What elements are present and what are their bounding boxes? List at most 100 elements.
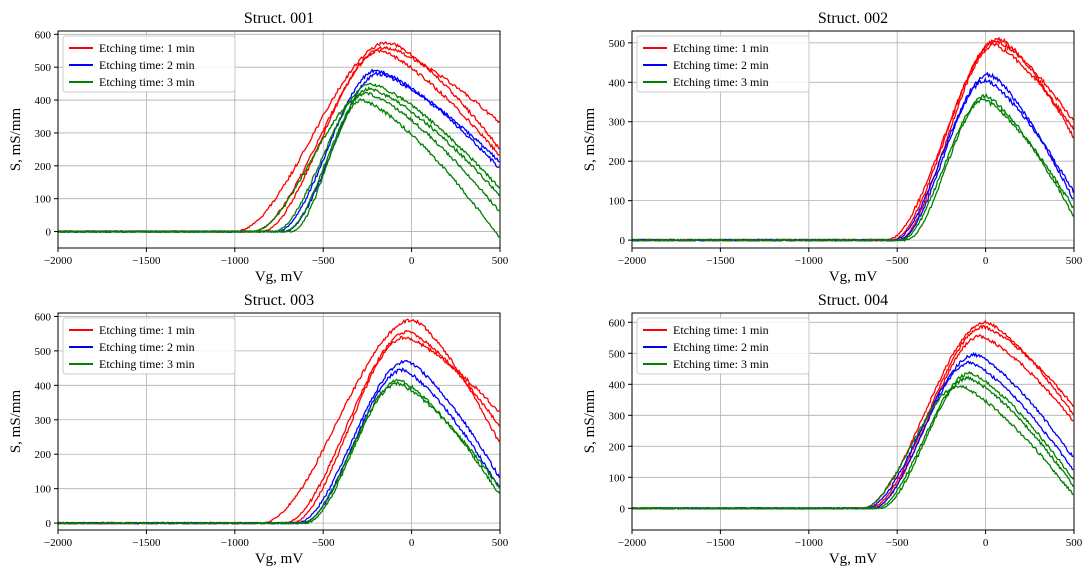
y-tick-label: 200 bbox=[609, 156, 626, 168]
x-tick-label: 0 bbox=[983, 537, 989, 549]
series-line-2-1 bbox=[632, 71, 1074, 242]
x-tick-label: −2000 bbox=[44, 255, 73, 267]
legend-label-3: Etching time: 3 min bbox=[673, 75, 769, 89]
plot-frame bbox=[631, 30, 1075, 249]
legend-box bbox=[62, 35, 236, 93]
x-tick-label: 500 bbox=[492, 537, 509, 549]
x-tick-label: −1000 bbox=[221, 255, 250, 267]
y-tick-label: 600 bbox=[35, 311, 52, 323]
y-tick-label: 500 bbox=[609, 348, 626, 360]
y-tick-label: 200 bbox=[35, 449, 52, 461]
legend-label-1: Etching time: 1 min bbox=[673, 323, 769, 337]
x-axis-label: Vg, mV bbox=[829, 551, 878, 567]
y-tick-label: 0 bbox=[620, 503, 626, 515]
series-line-3-2 bbox=[632, 98, 1074, 242]
y-tick-label: 0 bbox=[46, 518, 52, 530]
series-line-3-1 bbox=[632, 93, 1074, 242]
series-line-2-2 bbox=[632, 360, 1074, 510]
x-tick-label: −1500 bbox=[132, 537, 161, 549]
chart-panel-2: −2000 −1500 −1000 −500 0 500 0 100 200 300 400 500 S… bbox=[582, 10, 1083, 285]
legend: Etching time: 1 min Etching time: 2 min Et… bbox=[636, 35, 810, 93]
legend: Etching time: 1 min Etching time: 2 min Et… bbox=[62, 35, 236, 93]
curves-group bbox=[58, 318, 500, 525]
y-axis-label: S, mS/mm bbox=[582, 389, 598, 453]
y-tick-label: 600 bbox=[609, 317, 626, 329]
curves-group bbox=[58, 40, 500, 238]
legend-label-2: Etching time: 2 min bbox=[99, 340, 195, 354]
chart-panel-3: −2000 −1500 −1000 −500 0 500 0 100 200 300 400 500 6… bbox=[8, 292, 509, 567]
x-tick-label: 500 bbox=[492, 255, 509, 267]
x-tick-label: −500 bbox=[886, 537, 909, 549]
x-tick-label: 500 bbox=[1066, 255, 1083, 267]
x-tick-label: 0 bbox=[409, 255, 415, 267]
series-line-2-1 bbox=[632, 351, 1074, 510]
legend-label-1: Etching time: 1 min bbox=[99, 41, 195, 55]
x-axis-label: Vg, mV bbox=[829, 269, 878, 285]
y-tick-label: 400 bbox=[35, 380, 52, 392]
chart-title: Struct. 001 bbox=[244, 10, 314, 27]
chart-title: Struct. 004 bbox=[818, 292, 888, 309]
series-line-2-2 bbox=[58, 71, 500, 234]
y-tick-label: 200 bbox=[35, 161, 52, 173]
legend-label-2: Etching time: 2 min bbox=[99, 58, 195, 72]
x-tick-label: −1500 bbox=[706, 255, 735, 267]
curves-group bbox=[632, 319, 1074, 510]
series-line-3-1 bbox=[58, 378, 500, 525]
x-tick-label: −500 bbox=[886, 255, 909, 267]
y-tick-label: 600 bbox=[35, 29, 52, 41]
series-line-2-1 bbox=[58, 68, 500, 233]
y-tick-label: 300 bbox=[609, 117, 626, 129]
legend-label-2: Etching time: 2 min bbox=[673, 340, 769, 354]
y-tick-label: 300 bbox=[609, 410, 626, 422]
chart-panel-1: −2000 −1500 −1000 −500 0 500 0 100 200 300 400 500 6… bbox=[8, 10, 509, 285]
x-tick-label: −1000 bbox=[795, 537, 824, 549]
legend-label-3: Etching time: 3 min bbox=[99, 357, 195, 371]
plot-frame bbox=[57, 30, 501, 249]
y-tick-label: 100 bbox=[35, 484, 52, 496]
x-axis-label: Vg, mV bbox=[255, 551, 304, 567]
y-axis-label: S, mS/mm bbox=[8, 389, 24, 453]
x-tick-label: −2000 bbox=[618, 537, 647, 549]
x-tick-label: 500 bbox=[1066, 537, 1083, 549]
x-axis-label: Vg, mV bbox=[255, 269, 304, 285]
y-tick-label: 100 bbox=[609, 472, 626, 484]
series-line-3-1 bbox=[632, 370, 1074, 510]
legend-label-1: Etching time: 1 min bbox=[99, 323, 195, 337]
y-tick-label: 300 bbox=[35, 415, 52, 427]
y-tick-label: 500 bbox=[609, 38, 626, 50]
legend-label-1: Etching time: 1 min bbox=[673, 41, 769, 55]
curves-group bbox=[632, 36, 1074, 243]
chart-panel-4: −2000 −1500 −1000 −500 0 500 0 100 200 300 400 500 6… bbox=[582, 292, 1083, 567]
series-line-3-4 bbox=[58, 98, 500, 238]
series-line-3-2 bbox=[58, 380, 500, 525]
y-tick-label: 400 bbox=[609, 77, 626, 89]
x-tick-label: 0 bbox=[409, 537, 415, 549]
x-tick-label: −1000 bbox=[795, 255, 824, 267]
y-tick-label: 100 bbox=[609, 196, 626, 208]
y-tick-label: 500 bbox=[35, 346, 52, 358]
plot-frame bbox=[631, 312, 1075, 531]
y-tick-label: 200 bbox=[609, 441, 626, 453]
y-tick-label: 100 bbox=[35, 194, 52, 206]
y-tick-label: 0 bbox=[46, 227, 52, 239]
x-tick-label: −500 bbox=[312, 537, 335, 549]
x-tick-label: −500 bbox=[312, 255, 335, 267]
y-tick-label: 400 bbox=[609, 379, 626, 391]
series-line-3-3 bbox=[632, 383, 1074, 510]
legend-box bbox=[636, 35, 810, 93]
x-tick-label: −1500 bbox=[706, 537, 735, 549]
x-tick-label: 0 bbox=[983, 255, 989, 267]
y-tick-label: 300 bbox=[35, 128, 52, 140]
y-axis-label: S, mS/mm bbox=[8, 107, 24, 171]
plot-frame bbox=[57, 312, 501, 531]
legend: Etching time: 1 min Etching time: 2 min Et… bbox=[636, 317, 810, 375]
y-axis-label: S, mS/mm bbox=[582, 107, 598, 171]
chart-title: Struct. 002 bbox=[818, 10, 888, 27]
chart-title: Struct. 003 bbox=[244, 292, 314, 309]
x-tick-label: −2000 bbox=[44, 537, 73, 549]
series-line-2-2 bbox=[632, 77, 1074, 242]
y-tick-label: 0 bbox=[620, 235, 626, 247]
legend-label-3: Etching time: 3 min bbox=[673, 357, 769, 371]
legend-box bbox=[636, 317, 810, 375]
